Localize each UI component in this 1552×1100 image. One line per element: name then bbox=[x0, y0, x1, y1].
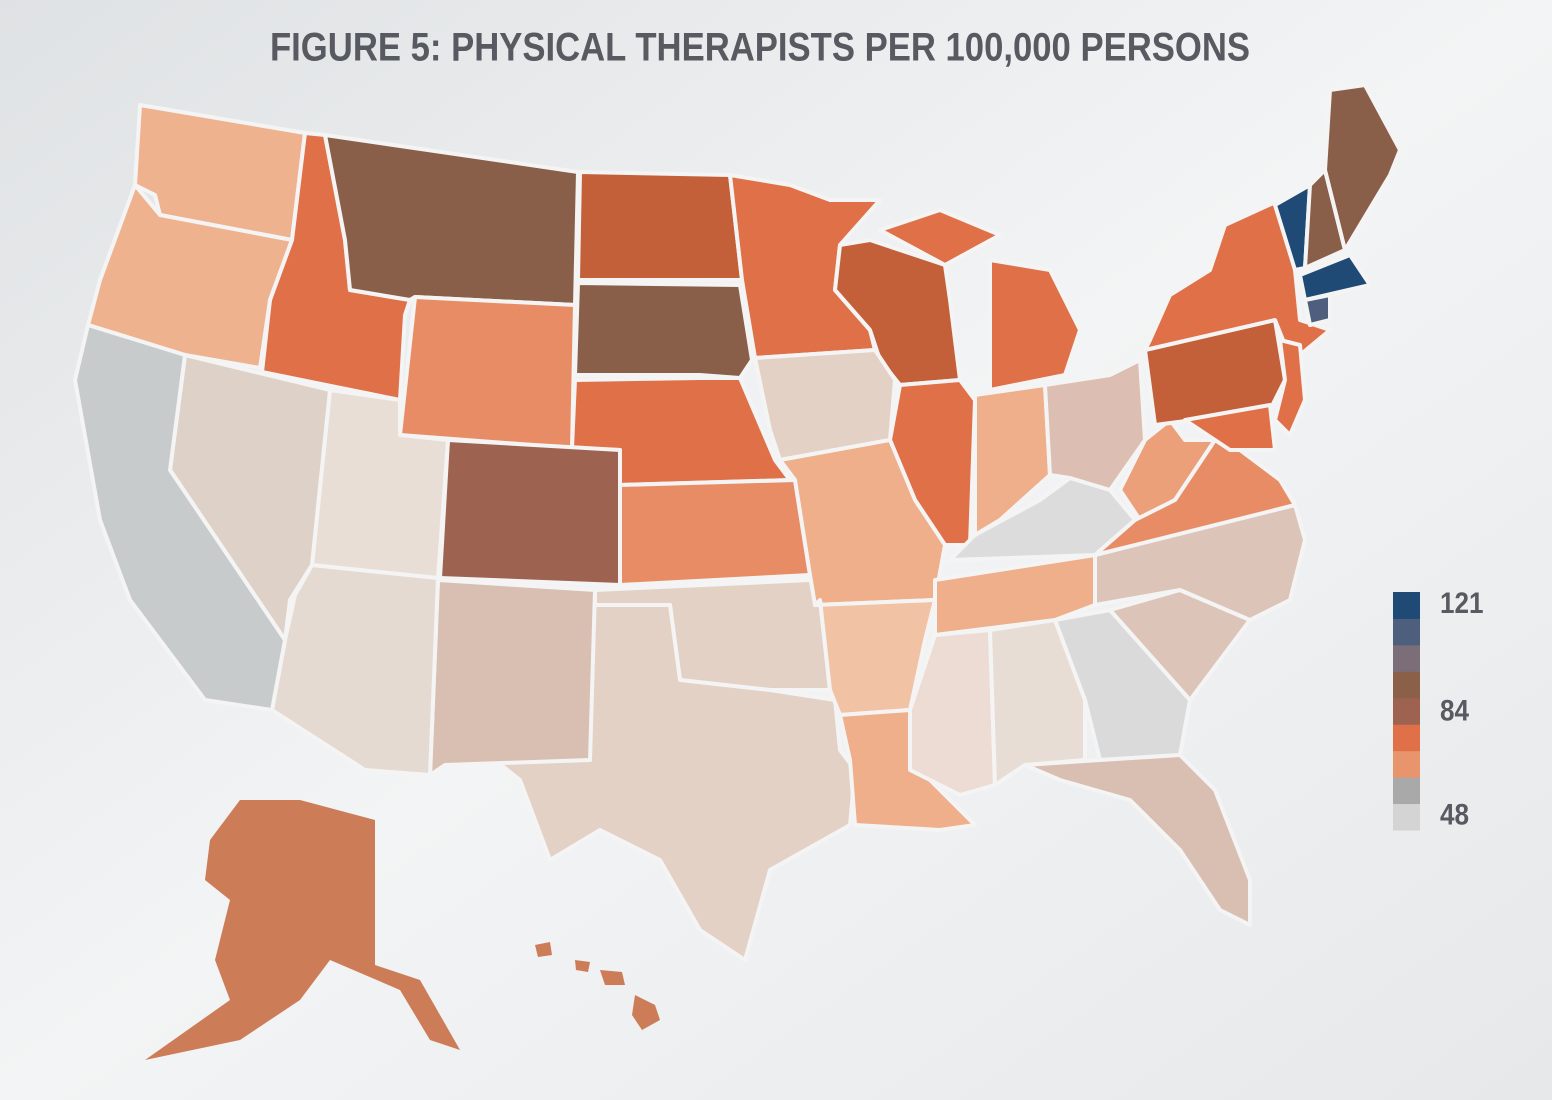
legend-swatch bbox=[1393, 724, 1420, 752]
legend-swatch bbox=[1393, 592, 1420, 619]
state bbox=[1273, 338, 1307, 437]
state bbox=[878, 208, 1002, 267]
state bbox=[1093, 503, 1307, 622]
legend-tick-label: 84 bbox=[1440, 694, 1469, 727]
state bbox=[1323, 83, 1402, 252]
state bbox=[973, 383, 1052, 537]
state-shapes bbox=[73, 83, 1402, 1060]
state bbox=[632, 995, 660, 1030]
state bbox=[398, 295, 577, 450]
state bbox=[535, 942, 552, 957]
state bbox=[573, 281, 754, 380]
state bbox=[1023, 753, 1252, 927]
state bbox=[270, 563, 440, 777]
state bbox=[1043, 358, 1147, 492]
state bbox=[438, 438, 622, 587]
legend-tick-label: 48 bbox=[1440, 799, 1469, 832]
legend-swatch bbox=[1393, 750, 1420, 778]
state bbox=[493, 603, 857, 962]
state bbox=[1093, 438, 1297, 557]
state bbox=[600, 970, 625, 985]
state bbox=[618, 478, 812, 587]
legend-swatch bbox=[1393, 777, 1420, 805]
legend-swatch bbox=[1393, 671, 1420, 699]
state bbox=[576, 170, 744, 282]
state bbox=[988, 258, 1082, 392]
state bbox=[145, 800, 460, 1060]
state bbox=[1183, 403, 1277, 452]
legend-swatch bbox=[1393, 644, 1420, 672]
state bbox=[323, 133, 580, 307]
legend: 48 84 121 bbox=[1393, 587, 1484, 832]
chart-title: FIGURE 5: PHYSICAL THERAPISTS PER 100,00… bbox=[270, 26, 1250, 70]
legend-swatch bbox=[1393, 803, 1420, 831]
legend-swatch bbox=[1393, 697, 1420, 725]
legend-swatch bbox=[1393, 618, 1420, 646]
legend-tick-label: 121 bbox=[1440, 587, 1484, 620]
state bbox=[73, 323, 287, 712]
state bbox=[86, 183, 294, 370]
state bbox=[428, 578, 597, 777]
state bbox=[1303, 293, 1332, 327]
state bbox=[1298, 253, 1372, 302]
state bbox=[575, 960, 590, 972]
state bbox=[933, 553, 1097, 637]
